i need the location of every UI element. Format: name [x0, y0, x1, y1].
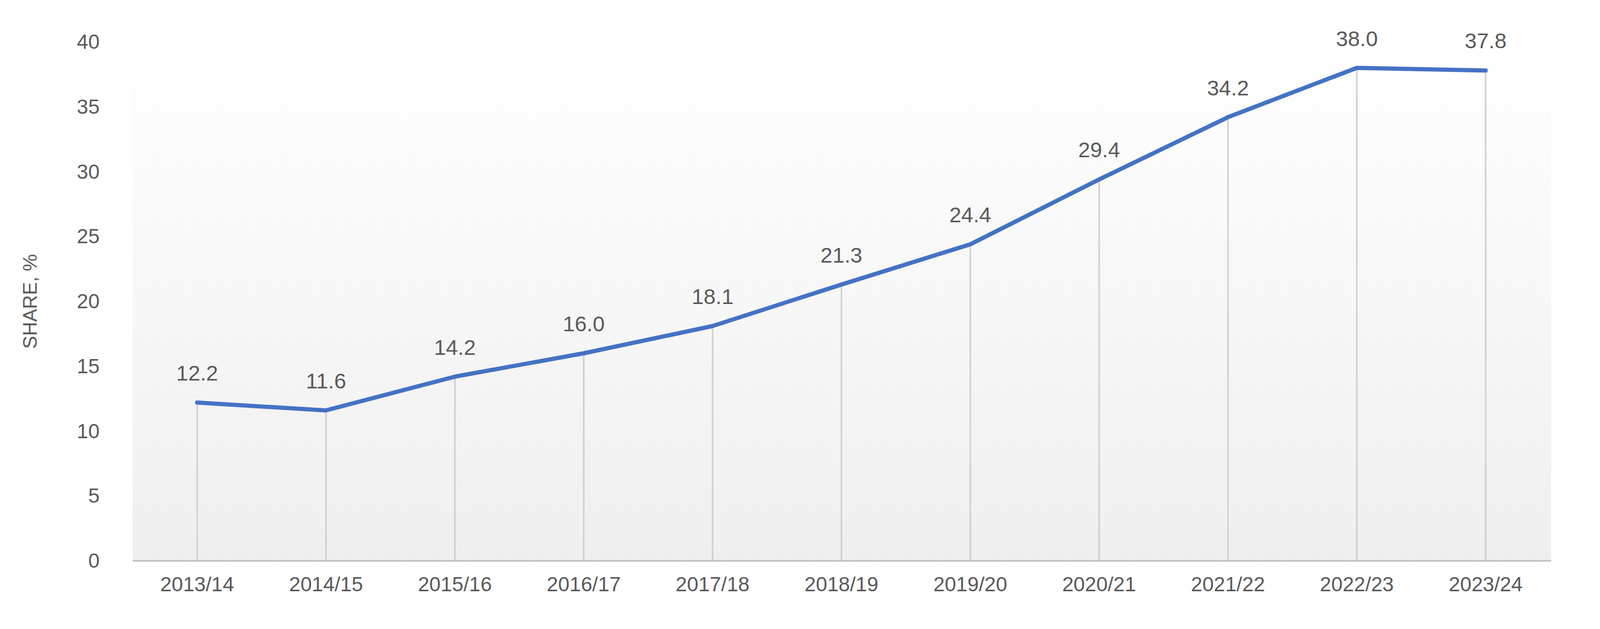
plot-area	[197, 68, 1486, 562]
x-tick-label: 2022/23	[1319, 573, 1394, 596]
y-tick	[129, 301, 133, 303]
y-tick	[129, 236, 133, 238]
y-tick	[129, 431, 133, 432]
y-tick-label: 5	[88, 484, 100, 508]
plot-background	[132, 41, 1552, 562]
y-tick-label: 30	[77, 160, 100, 184]
x-axis-line	[132, 560, 1552, 563]
data-label: 14.2	[433, 335, 476, 360]
data-label: 29.4	[1078, 137, 1121, 163]
drop-line	[454, 377, 456, 562]
y-tick	[129, 496, 133, 497]
data-label: 12.2	[176, 361, 219, 386]
x-tick-label: 2016/17	[546, 573, 621, 596]
data-label: 18.1	[691, 284, 734, 309]
data-label: 38.0	[1335, 26, 1378, 51]
drop-line	[1098, 179, 1100, 562]
data-line	[197, 68, 1486, 411]
drop-line	[1227, 117, 1229, 562]
y-tick-label: 10	[77, 420, 100, 443]
drop-line	[840, 284, 843, 562]
data-label: 11.6	[305, 369, 347, 394]
y-tick-label: 35	[77, 95, 100, 118]
y-tick-label: 25	[77, 224, 100, 248]
data-label: 16.0	[562, 312, 605, 337]
drop-line	[583, 353, 585, 562]
drop-line	[196, 402, 199, 562]
y-tick-label: 0	[88, 549, 100, 573]
chart-svg: 0 5 10 15 20 25 30 35 40 SHARE, % 2013/14 2014/15 20…	[0, 0, 1600, 629]
y-tick	[129, 561, 133, 562]
x-tick-label: 2014/15	[288, 573, 363, 596]
drop-line	[711, 326, 714, 562]
drop-line	[325, 410, 327, 562]
chart-container: 0 5 10 15 20 25 30 35 40 SHARE, % 2013/14 2014/15 20…	[0, 0, 1600, 629]
x-tick-label: 2015/16	[417, 573, 492, 596]
x-tick-label: 2020/21	[1061, 573, 1136, 596]
y-tick	[129, 171, 133, 173]
x-tick-label: 2021/22	[1190, 573, 1265, 596]
x-tick-label: 2019/20	[933, 573, 1008, 596]
drop-line	[1485, 70, 1487, 562]
drop-line	[1356, 68, 1358, 562]
y-tick	[129, 106, 133, 107]
data-label: 24.4	[949, 202, 992, 228]
x-tick-label: 2023/24	[1448, 573, 1523, 596]
drop-line	[969, 244, 972, 562]
y-tick	[129, 366, 133, 367]
y-axis-title: SHARE, %	[19, 254, 41, 350]
x-tick-label: 2018/19	[804, 573, 879, 596]
x-tick-label: 2017/18	[675, 573, 750, 596]
data-label: 34.2	[1207, 76, 1250, 101]
y-tick-label: 15	[77, 355, 100, 378]
data-label: 37.8	[1464, 28, 1507, 53]
y-tick	[129, 41, 133, 43]
y-tick-label: 40	[77, 30, 100, 53]
y-tick-label: 20	[77, 290, 100, 313]
data-label: 21.3	[820, 243, 863, 268]
x-tick-label: 2013/14	[160, 573, 235, 596]
